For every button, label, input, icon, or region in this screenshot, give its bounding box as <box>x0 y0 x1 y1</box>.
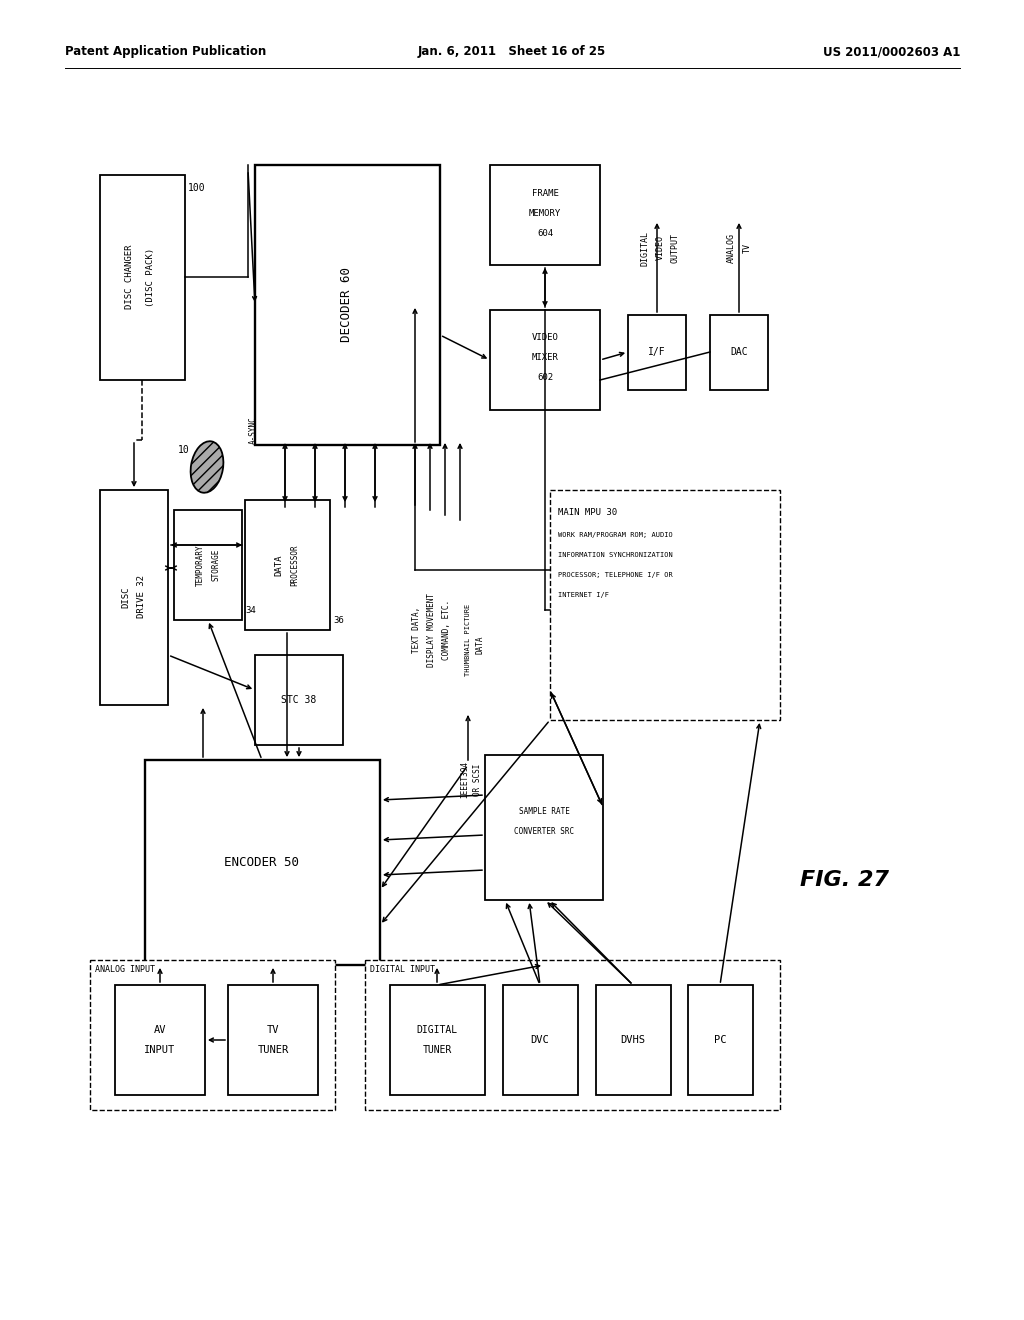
Text: TEMPORARY: TEMPORARY <box>196 544 205 586</box>
Bar <box>90 960 335 1110</box>
Text: DAC: DAC <box>730 347 748 356</box>
Text: INPUT: INPUT <box>144 1045 176 1055</box>
Text: DECODER 60: DECODER 60 <box>341 268 353 342</box>
Text: AV: AV <box>154 1026 166 1035</box>
Bar <box>245 500 330 630</box>
Text: IEEET394: IEEET394 <box>461 762 469 799</box>
Text: US 2011/0002603 A1: US 2011/0002603 A1 <box>822 45 961 58</box>
Text: DVC: DVC <box>530 1035 549 1045</box>
Text: TUNER: TUNER <box>422 1045 452 1055</box>
Ellipse shape <box>190 441 223 492</box>
Text: MIXER: MIXER <box>531 354 558 363</box>
Bar <box>503 985 578 1096</box>
Text: Patent Application Publication: Patent Application Publication <box>65 45 266 58</box>
Text: I/F: I/F <box>648 347 666 356</box>
Text: ANALOG INPUT: ANALOG INPUT <box>95 965 155 974</box>
Text: 36: 36 <box>333 616 344 624</box>
Bar <box>390 985 485 1096</box>
Text: 602: 602 <box>537 374 553 383</box>
Bar <box>490 165 600 265</box>
Text: ENCODER 50: ENCODER 50 <box>224 855 299 869</box>
Text: PROCESSOR; TELEPHONE I/F OR: PROCESSOR; TELEPHONE I/F OR <box>558 572 673 578</box>
Text: PROCESSOR: PROCESSOR <box>291 544 299 586</box>
Bar <box>145 760 380 965</box>
Bar <box>490 310 600 411</box>
Text: DRIVE 32: DRIVE 32 <box>137 576 146 619</box>
Text: CONVERTER SRC: CONVERTER SRC <box>514 828 574 837</box>
Text: 100: 100 <box>188 183 206 193</box>
Bar <box>115 985 205 1096</box>
Bar <box>688 985 753 1096</box>
Bar <box>550 490 780 719</box>
Text: INTERNET I/F: INTERNET I/F <box>558 591 609 598</box>
Text: STC 38: STC 38 <box>282 696 316 705</box>
Text: TUNER: TUNER <box>257 1045 289 1055</box>
Bar <box>255 165 440 445</box>
Text: THUMBNAIL PICTURE: THUMBNAIL PICTURE <box>465 603 471 676</box>
Bar <box>596 985 671 1096</box>
Text: OUTPUT: OUTPUT <box>671 234 680 263</box>
Bar <box>228 985 318 1096</box>
Text: TV: TV <box>266 1026 280 1035</box>
Text: DISC CHANGER: DISC CHANGER <box>126 244 134 309</box>
Bar <box>485 755 603 900</box>
Text: DATA: DATA <box>274 554 284 576</box>
Text: Jan. 6, 2011   Sheet 16 of 25: Jan. 6, 2011 Sheet 16 of 25 <box>418 45 606 58</box>
Text: TV: TV <box>742 243 752 253</box>
Text: A-SYNC: A-SYNC <box>249 416 257 444</box>
Text: DVHS: DVHS <box>621 1035 645 1045</box>
Text: STORAGE: STORAGE <box>212 549 220 581</box>
Text: FIG. 27: FIG. 27 <box>800 870 889 890</box>
Text: 10: 10 <box>178 445 190 455</box>
Text: DISPLAY MOVEMENT: DISPLAY MOVEMENT <box>427 593 436 667</box>
Text: OR SCSI: OR SCSI <box>473 764 482 796</box>
Text: (DISC PACK): (DISC PACK) <box>145 247 155 306</box>
Bar <box>100 490 168 705</box>
Bar <box>628 315 686 389</box>
Text: VIDEO: VIDEO <box>531 334 558 342</box>
Text: DATA: DATA <box>475 636 484 655</box>
Text: DIGITAL: DIGITAL <box>417 1026 458 1035</box>
Text: SAMPLE RATE: SAMPLE RATE <box>518 808 569 817</box>
Bar <box>255 655 343 744</box>
Text: INFORMATION SYNCHRONIZATION: INFORMATION SYNCHRONIZATION <box>558 552 673 558</box>
Text: MEMORY: MEMORY <box>528 209 561 218</box>
Bar <box>710 315 768 389</box>
Text: ANALOG: ANALOG <box>726 234 735 263</box>
Text: WORK RAM/PROGRAM ROM; AUDIO: WORK RAM/PROGRAM ROM; AUDIO <box>558 532 673 539</box>
Text: MAIN MPU 30: MAIN MPU 30 <box>558 508 617 517</box>
Bar <box>174 510 242 620</box>
Text: PC: PC <box>714 1035 726 1045</box>
Text: 34: 34 <box>245 606 256 615</box>
Text: TEXT DATA,: TEXT DATA, <box>413 607 422 653</box>
Bar <box>100 176 185 380</box>
Text: DISC: DISC <box>122 586 130 607</box>
Text: FRAME: FRAME <box>531 189 558 198</box>
Text: DIGITAL INPUT: DIGITAL INPUT <box>370 965 435 974</box>
Text: COMMAND, ETC.: COMMAND, ETC. <box>442 599 452 660</box>
Text: VIDEO: VIDEO <box>655 235 665 260</box>
Text: DIGITAL: DIGITAL <box>640 231 649 265</box>
Text: 604: 604 <box>537 228 553 238</box>
Bar <box>365 960 780 1110</box>
